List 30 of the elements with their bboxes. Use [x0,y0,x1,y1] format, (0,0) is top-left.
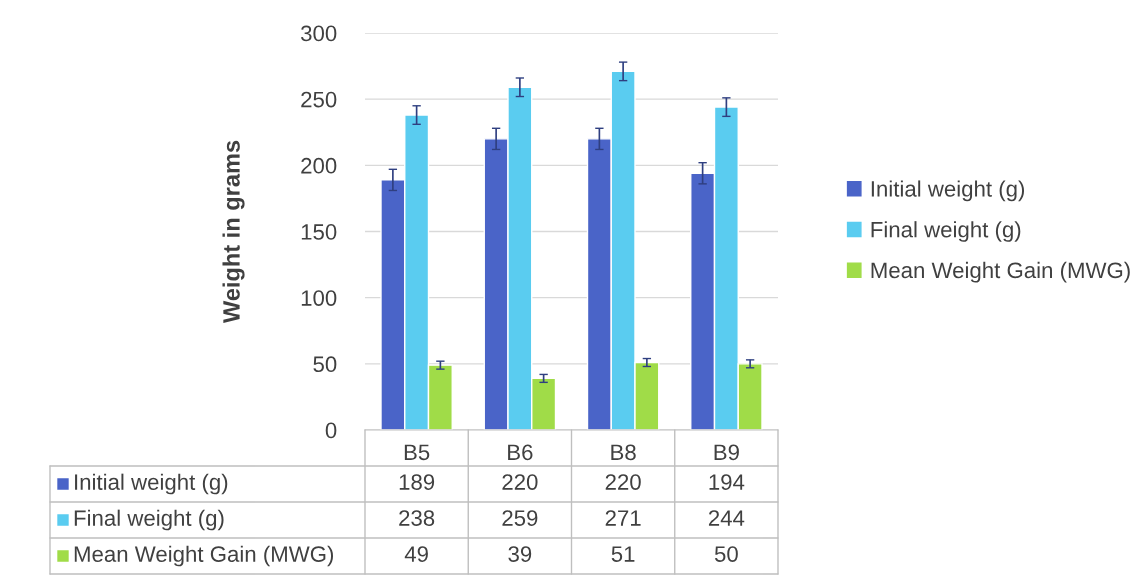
data-label: 50 [714,546,738,562]
legend-label: Mean Weight Gain (MWG) [871,261,1130,283]
data-label: 39 [508,546,532,562]
y-tick-label: 0 [325,422,337,439]
y-tick-label: 100 [301,290,337,306]
x-tick-label: B8 [611,444,636,461]
x-tick-label: B6 [508,444,533,461]
text: Mean Weight Gain (MWG) [74,545,334,567]
legend-label: Initial weight (g) [871,180,1025,202]
data-label: 51 [611,546,635,562]
legend-label: Final weight (g) [871,221,1021,242]
text: Final weight (g) [74,509,224,531]
y-tick-label: 50 [313,356,337,373]
x-tick-label: B9 [714,444,739,461]
data-label: 238 [399,510,435,526]
data-label: 244 [708,510,745,526]
y-tick-label: 200 [301,157,337,174]
data-label: 220 [605,474,641,490]
data-label: 220 [502,474,538,490]
data-label: 259 [502,510,538,526]
y-axis-title: Weight in grams [222,140,245,324]
text: Initial weight (g) [75,473,228,495]
y-tick-label: 150 [301,224,337,240]
y-tick-label: 300 [301,25,337,42]
y-tick-label: 250 [301,91,337,108]
data-label: 49 [404,546,428,562]
data-label: 189 [399,474,435,490]
data-label: 194 [709,474,745,490]
x-tick-label: B5 [404,444,430,461]
data-label: 271 [605,510,641,526]
